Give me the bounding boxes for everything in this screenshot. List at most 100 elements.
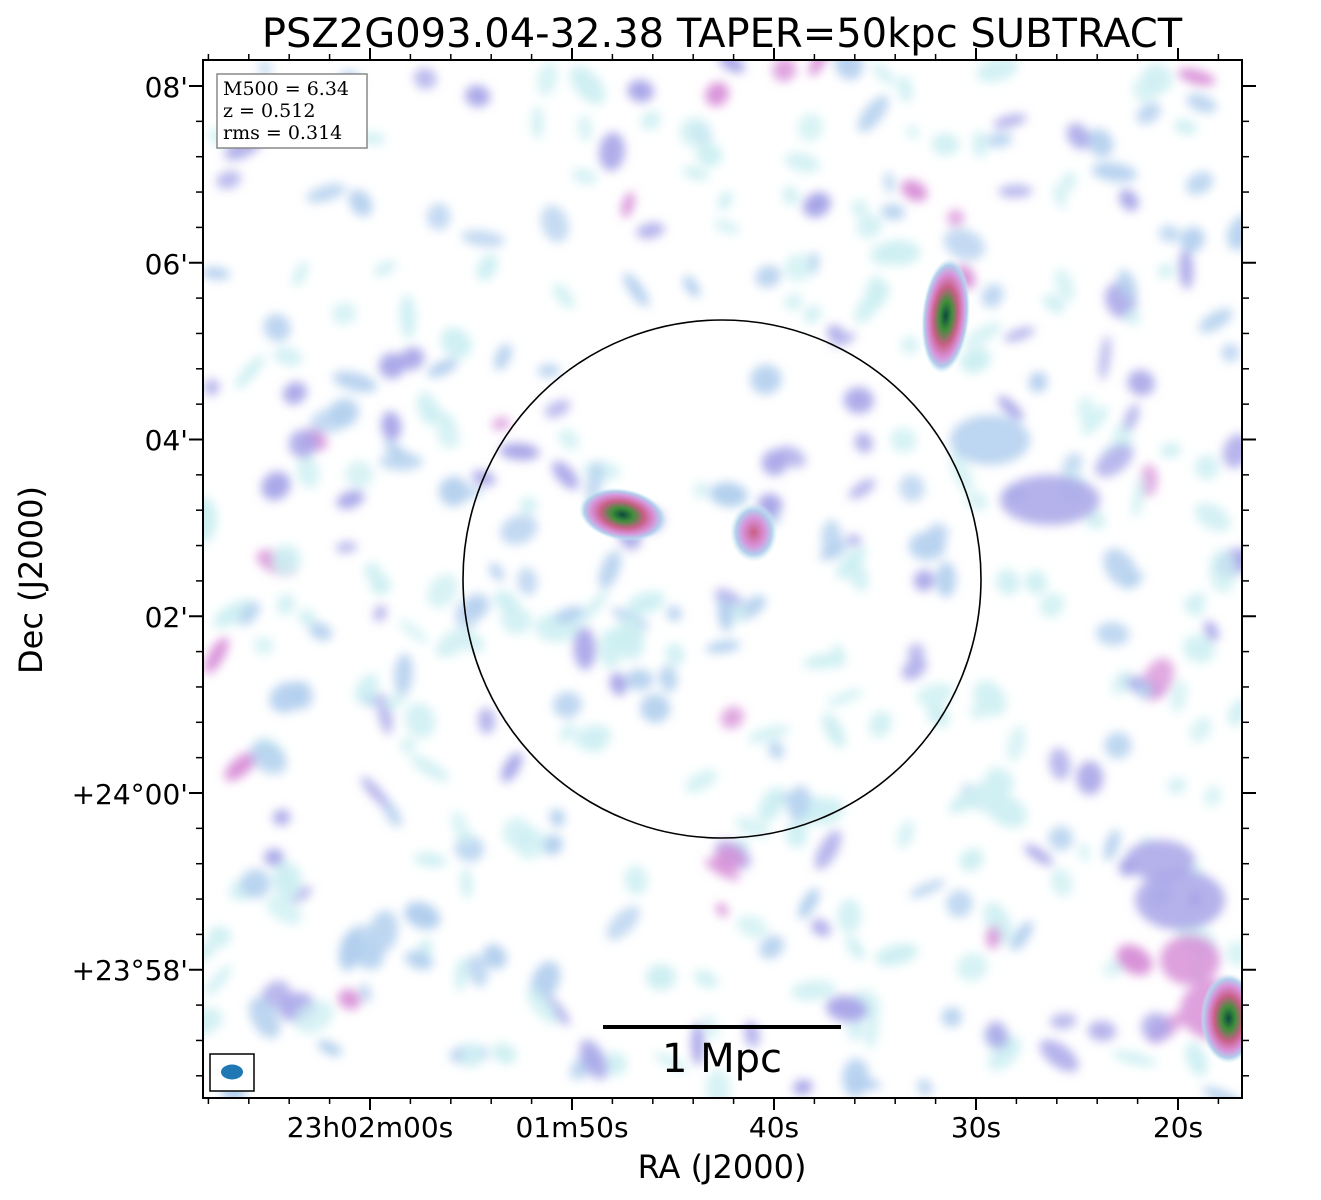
noise-blob [871,62,896,86]
noise-blob [1209,548,1237,594]
noise-blob [383,693,406,710]
noise-blob [625,669,654,691]
beam-indicator [209,1053,255,1092]
noise-blob [540,205,569,243]
noise-blob [1186,592,1207,611]
noise-blob [901,180,928,202]
noise-blob [1048,826,1074,851]
noise-blob [665,643,685,666]
noise-blob [907,643,925,662]
noise-blob [292,261,309,287]
noise-blob [476,253,499,281]
noise-blob [834,60,864,81]
noise-blob [500,606,532,635]
noise-blob [848,478,876,500]
noise-blob [716,903,729,917]
noise-blob [404,702,436,739]
noise-blob [381,411,402,441]
noise-blob [261,471,291,501]
noise-blob [461,1043,483,1068]
noise-blob [943,228,985,261]
noise-blob [273,346,303,366]
noise-blob [552,691,582,719]
noise-blob [454,957,468,992]
noise-blob [530,961,561,1000]
noise-blob [491,416,511,431]
noise-blob [869,245,895,266]
noise-blob [549,808,566,827]
scale-bar: 1 Mpc [603,1025,841,1082]
noise-blob [717,597,733,633]
noise-blob [1194,502,1231,532]
noise-blob [959,848,984,872]
noise-blob [995,569,1020,595]
info-rms: rms = 0.314 [223,122,342,144]
noise-blob [787,785,811,821]
info-box: M500 = 6.34 z = 0.512 rms = 0.314 [216,73,368,149]
noise-blob [941,1007,963,1028]
noise-blob [832,643,844,669]
noise-blob [354,673,379,704]
plot-frame [202,59,1243,1099]
noise-blob [1189,716,1212,743]
noise-blob [224,751,258,781]
noise-blob [729,603,750,622]
y-tick-label: +24°00' [72,778,188,811]
noise-blob [240,868,271,899]
noise-blob [993,113,1027,129]
diffuse-emission [1000,475,1100,525]
noise-blob [666,605,682,622]
noise-blob [213,599,254,628]
noise-blob [203,267,231,280]
noise-blob [359,983,372,1003]
noise-blob [1066,122,1091,150]
noise-blob [798,888,820,919]
noise-blob [1025,570,1048,595]
noise-blob [679,117,712,148]
noise-blob [931,133,960,156]
noise-blob [261,980,291,1008]
noise-blob [203,1007,223,1035]
noise-blob [569,66,606,105]
noise-blob [826,688,864,707]
noise-blob [544,994,570,1026]
noise-blob [1024,844,1054,866]
noise-blob [1087,1020,1117,1042]
radio-source [729,502,778,563]
noise-blob [1116,944,1153,976]
noise-blob [615,616,645,661]
noise-blob [345,460,374,489]
noise-blob [466,593,490,617]
noise-blob [973,776,1004,814]
noise-blob [906,125,919,139]
noise-blob [966,491,989,511]
noise-blob [1170,679,1188,713]
noise-blob [1160,442,1181,458]
noise-blob [1028,371,1048,393]
noise-blob [809,60,828,77]
noise-blob [854,432,873,453]
noise-blob [848,1078,882,1091]
noise-blob [531,105,544,140]
noise-blob [373,260,396,277]
noise-blob [427,358,459,378]
noise-blob [451,811,472,847]
noise-blob [554,606,585,624]
noise-blob [626,591,666,615]
noise-blob [1087,128,1114,158]
noise-blob [950,451,974,494]
noise-blob [394,653,413,696]
noise-blob [1227,698,1242,724]
noise-blob [461,230,505,248]
noise-blob [234,355,265,389]
noise-blob [818,541,849,561]
noise-blob [500,514,538,545]
noise-blob [483,944,507,970]
noise-blob [478,707,496,734]
noise-blob [383,441,409,460]
noise-blob [579,1039,608,1080]
noise-blob [378,352,406,379]
noise-blob [502,817,533,848]
noise-blob [1198,308,1233,333]
noise-blob [501,752,523,783]
